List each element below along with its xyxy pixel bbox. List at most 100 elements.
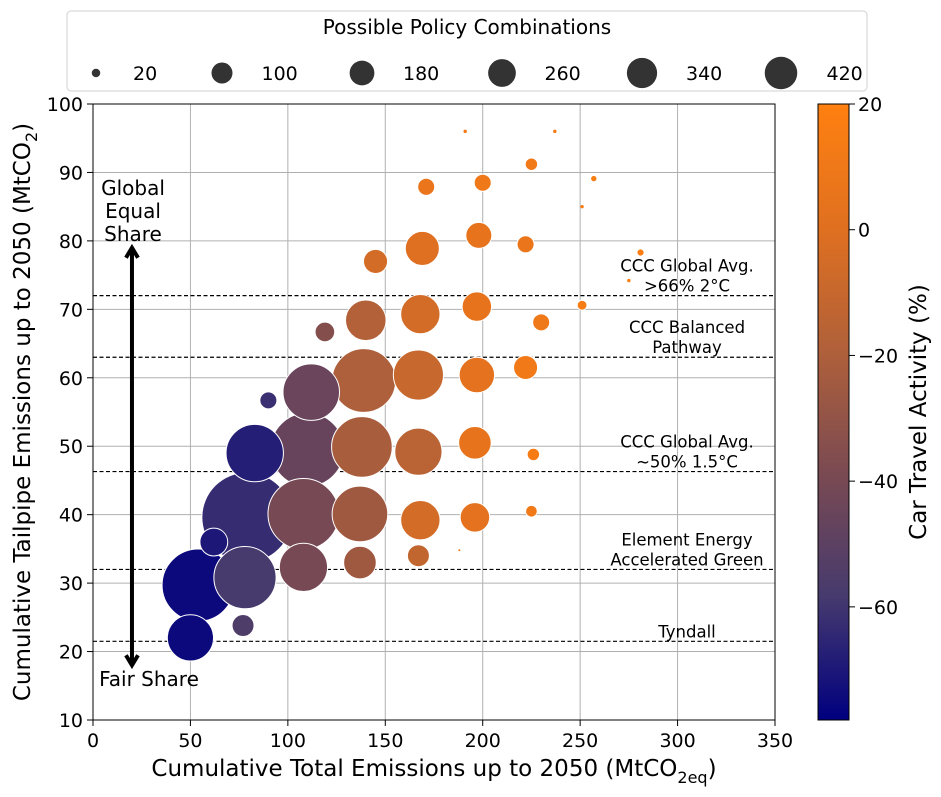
data-point — [516, 235, 535, 254]
x-axis-label: Cumulative Total Emissions up to 2050 (M… — [151, 756, 716, 787]
arrow-head-top — [124, 243, 140, 259]
data-point — [576, 299, 588, 311]
colorbar-ticks: 20 0 −20 −40 −60 — [849, 94, 898, 619]
arrow-head-bottom — [124, 654, 140, 670]
legend-marker — [91, 68, 101, 78]
data-point — [473, 173, 492, 192]
x-tick-label: 350 — [757, 730, 793, 752]
data-point — [553, 129, 557, 134]
y-tick-label: 50 — [59, 436, 83, 458]
data-point — [525, 504, 538, 518]
y-tick-label: 70 — [59, 299, 83, 321]
colorbar-tick-label: −60 — [858, 597, 898, 619]
data-point — [637, 249, 644, 256]
data-point — [345, 299, 387, 342]
colorbar-tick-label: 20 — [858, 94, 882, 116]
legend-title: Possible Policy Combinations — [323, 15, 611, 39]
data-point — [166, 614, 215, 662]
reference-line-label: >66% 2°C — [644, 277, 730, 296]
data-point — [213, 546, 277, 610]
data-point — [532, 313, 551, 332]
x-tick-label: 100 — [270, 730, 306, 752]
x-tick-label: 0 — [87, 730, 99, 752]
y-tick-label: 80 — [59, 231, 83, 253]
data-point — [404, 230, 440, 266]
colorbar-tick-label: −20 — [858, 345, 898, 367]
y-tick-label: 60 — [59, 368, 83, 390]
size-legend: Possible Policy Combinations 20 100 180 260… — [66, 10, 868, 92]
reference-line-label: Element Energy — [621, 530, 753, 549]
plot-frame — [92, 103, 776, 721]
reference-line-label: Pathway — [652, 338, 722, 357]
y-axis-label: Cumulative Tailpipe Emissions up to 2050… — [10, 123, 41, 701]
data-point — [331, 416, 393, 478]
data-point — [627, 278, 631, 283]
reference-line-label: Accelerated Green — [610, 550, 763, 569]
data-point — [343, 545, 377, 580]
data-point — [459, 502, 491, 533]
reference-line-label: CCC Global Avg. — [620, 433, 754, 452]
data-point — [513, 354, 539, 381]
y-tick-label: 100 — [47, 94, 83, 116]
x-tick-label: 300 — [659, 730, 695, 752]
legend-marker — [211, 62, 233, 84]
reference-line-label: ~50% 1.5°C — [636, 453, 738, 472]
axis-ticks: 0 50 100 150 200 250 300 350 10 20 30 40 50 60 70 80 90 1… — [47, 94, 793, 752]
legend-label: 20 — [133, 63, 157, 85]
legend-marker — [626, 57, 658, 89]
data-point — [392, 349, 444, 401]
arrow-top-label: Global — [101, 176, 165, 200]
legend-marker — [488, 59, 516, 87]
reference-line-label: Tyndall — [657, 622, 715, 641]
colorbar-label: Car Travel Activity (%) — [906, 284, 932, 540]
data-point — [314, 321, 336, 343]
data-point — [458, 549, 461, 552]
data-point — [331, 485, 389, 543]
data-point — [458, 425, 492, 460]
data-point — [267, 478, 340, 550]
reference-line-label: CCC Global Avg. — [620, 257, 754, 276]
data-point — [417, 177, 436, 196]
data-point — [458, 356, 496, 394]
y-tick-label: 40 — [59, 505, 83, 527]
reference-line-label: CCC Balanced — [629, 318, 745, 337]
data-point — [331, 348, 397, 413]
colorbar-tick-label: −40 — [858, 471, 898, 493]
y-tick-label: 20 — [59, 642, 83, 664]
arrow-top-label: Share — [104, 222, 162, 246]
legend-items: 20 100 180 260 340 420 — [91, 56, 863, 90]
data-point — [282, 363, 340, 421]
data-point — [465, 221, 493, 249]
arrow-top-label: Equal — [105, 199, 161, 223]
legend-label: 180 — [403, 63, 439, 85]
data-point — [231, 614, 255, 638]
y-tick-label: 10 — [59, 710, 83, 732]
data-point — [400, 293, 441, 335]
legend-label: 260 — [545, 63, 581, 85]
legend-marker — [349, 60, 375, 86]
legend-marker — [764, 56, 798, 90]
y-tick-label: 90 — [59, 162, 83, 184]
data-point — [591, 175, 597, 182]
x-tick-label: 250 — [562, 730, 598, 752]
data-point — [225, 423, 284, 483]
data-points — [161, 129, 644, 662]
legend-box — [66, 10, 868, 92]
data-point — [362, 248, 389, 274]
colorbar-gradient — [817, 103, 850, 721]
data-point — [406, 544, 430, 568]
data-point — [259, 391, 278, 410]
legend-label: 340 — [686, 63, 722, 85]
data-point — [199, 527, 229, 557]
data-point — [394, 427, 443, 476]
colorbar: 20 0 −20 −40 −60 Car Travel Activity (%) — [817, 94, 932, 721]
data-point — [461, 291, 493, 322]
x-tick-label: 50 — [178, 730, 202, 752]
colorbar-tick-label: 0 — [858, 220, 870, 242]
data-point — [524, 157, 539, 171]
legend-label: 100 — [262, 63, 298, 85]
x-tick-label: 200 — [465, 730, 501, 752]
data-point — [400, 499, 441, 541]
